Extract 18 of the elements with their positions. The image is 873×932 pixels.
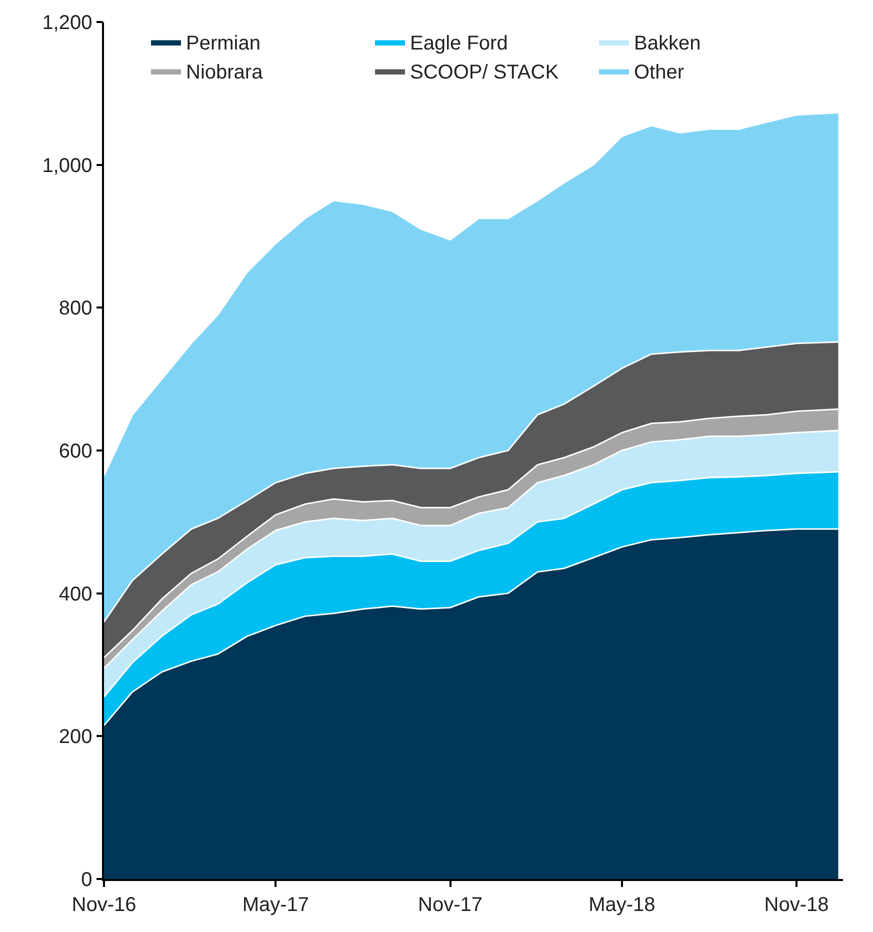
legend-label: Niobrara (186, 61, 264, 84)
y-tick-label: 800 (58, 298, 92, 320)
x-tick-label: Nov-18 (764, 894, 829, 916)
x-tick-label: Nov-16 (72, 894, 136, 916)
y-tick-label: 600 (58, 440, 92, 462)
x-tick-label: Nov-17 (418, 894, 482, 916)
y-tick-label: 200 (58, 726, 92, 748)
y-tick-label: 1,000 (42, 154, 92, 177)
y-tick-label: 1,200 (42, 12, 92, 34)
x-tick-label: May-17 (242, 894, 310, 916)
y-tick-label: 400 (58, 583, 92, 606)
legend-label: Bakken (634, 32, 701, 54)
y-tick-label: 0 (81, 869, 92, 891)
x-tick-label: May-18 (588, 894, 656, 916)
legend-label: Other (634, 61, 684, 84)
legend-label: Eagle Ford (410, 32, 508, 54)
legend-label: Permian (186, 32, 260, 54)
legend-label: SCOOP/ STACK (410, 61, 560, 84)
